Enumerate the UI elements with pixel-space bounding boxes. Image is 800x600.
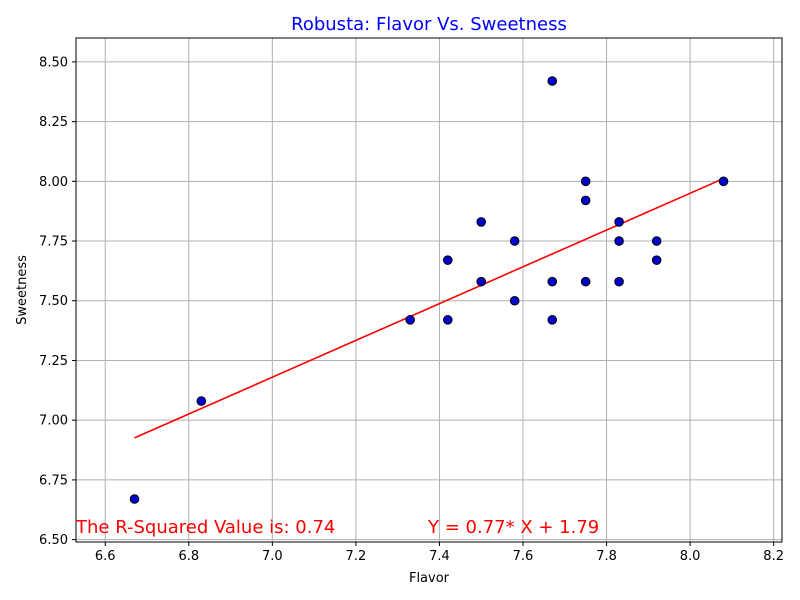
data-point [547, 76, 558, 86]
data-point [651, 236, 662, 246]
data-point [442, 315, 453, 325]
data-point [442, 255, 453, 265]
data-point [547, 315, 558, 325]
data-point [196, 396, 207, 406]
y-tick-label: 6.50 [39, 533, 68, 548]
chart-title: Robusta: Flavor Vs. Sweetness [291, 14, 567, 35]
data-points [129, 76, 729, 504]
y-tick-label: 6.75 [39, 473, 68, 488]
data-point [651, 255, 662, 265]
y-tick-label: 7.00 [39, 414, 68, 429]
r-squared-annotation: The R-Squared Value is: 0.74 [75, 517, 335, 538]
x-tick-label: 7.8 [596, 549, 617, 564]
data-point [547, 276, 558, 287]
data-point [405, 315, 416, 325]
data-point [509, 295, 520, 306]
y-axis-label: Sweetness [15, 255, 30, 325]
data-point [580, 195, 591, 206]
regression-line [134, 177, 724, 439]
y-tick-label: 7.75 [39, 235, 68, 250]
x-tick-label: 8.2 [763, 549, 784, 564]
data-point [129, 494, 140, 504]
regression-line-layer [134, 177, 724, 439]
y-tick-label: 8.00 [39, 175, 68, 190]
data-point [580, 176, 591, 187]
data-point [614, 276, 624, 287]
x-tick-label: 7.6 [513, 549, 534, 564]
data-point [614, 217, 624, 227]
x-axis-ticks: 6.6 6.8 7.0 7.2 7.4 7.6 7.8 8.0 8.2 [95, 542, 784, 564]
x-tick-label: 6.8 [178, 549, 199, 564]
y-tick-label: 8.25 [39, 115, 68, 130]
y-axis-ticks: 6.50 6.75 7.00 7.25 7.50 7.75 8.00 8.25 8.50 [39, 55, 76, 548]
x-tick-label: 8.0 [680, 549, 701, 564]
y-tick-label: 8.50 [39, 55, 68, 70]
x-axis-label: Flavor [409, 571, 450, 586]
data-point [718, 176, 729, 187]
data-point [476, 217, 487, 227]
y-tick-label: 7.50 [39, 294, 68, 309]
data-point [614, 236, 624, 246]
data-point [476, 276, 487, 287]
data-point [580, 276, 591, 287]
x-tick-label: 6.6 [95, 549, 116, 564]
plot-frame [75, 37, 783, 543]
regression-equation-annotation: Y = 0.77* X + 1.79 [427, 517, 599, 538]
grid-lines [76, 38, 782, 542]
data-point [509, 236, 520, 246]
x-tick-label: 7.2 [346, 549, 367, 564]
y-tick-label: 7.25 [39, 354, 68, 369]
x-tick-label: 7.4 [429, 549, 450, 564]
x-tick-label: 7.0 [262, 549, 283, 564]
